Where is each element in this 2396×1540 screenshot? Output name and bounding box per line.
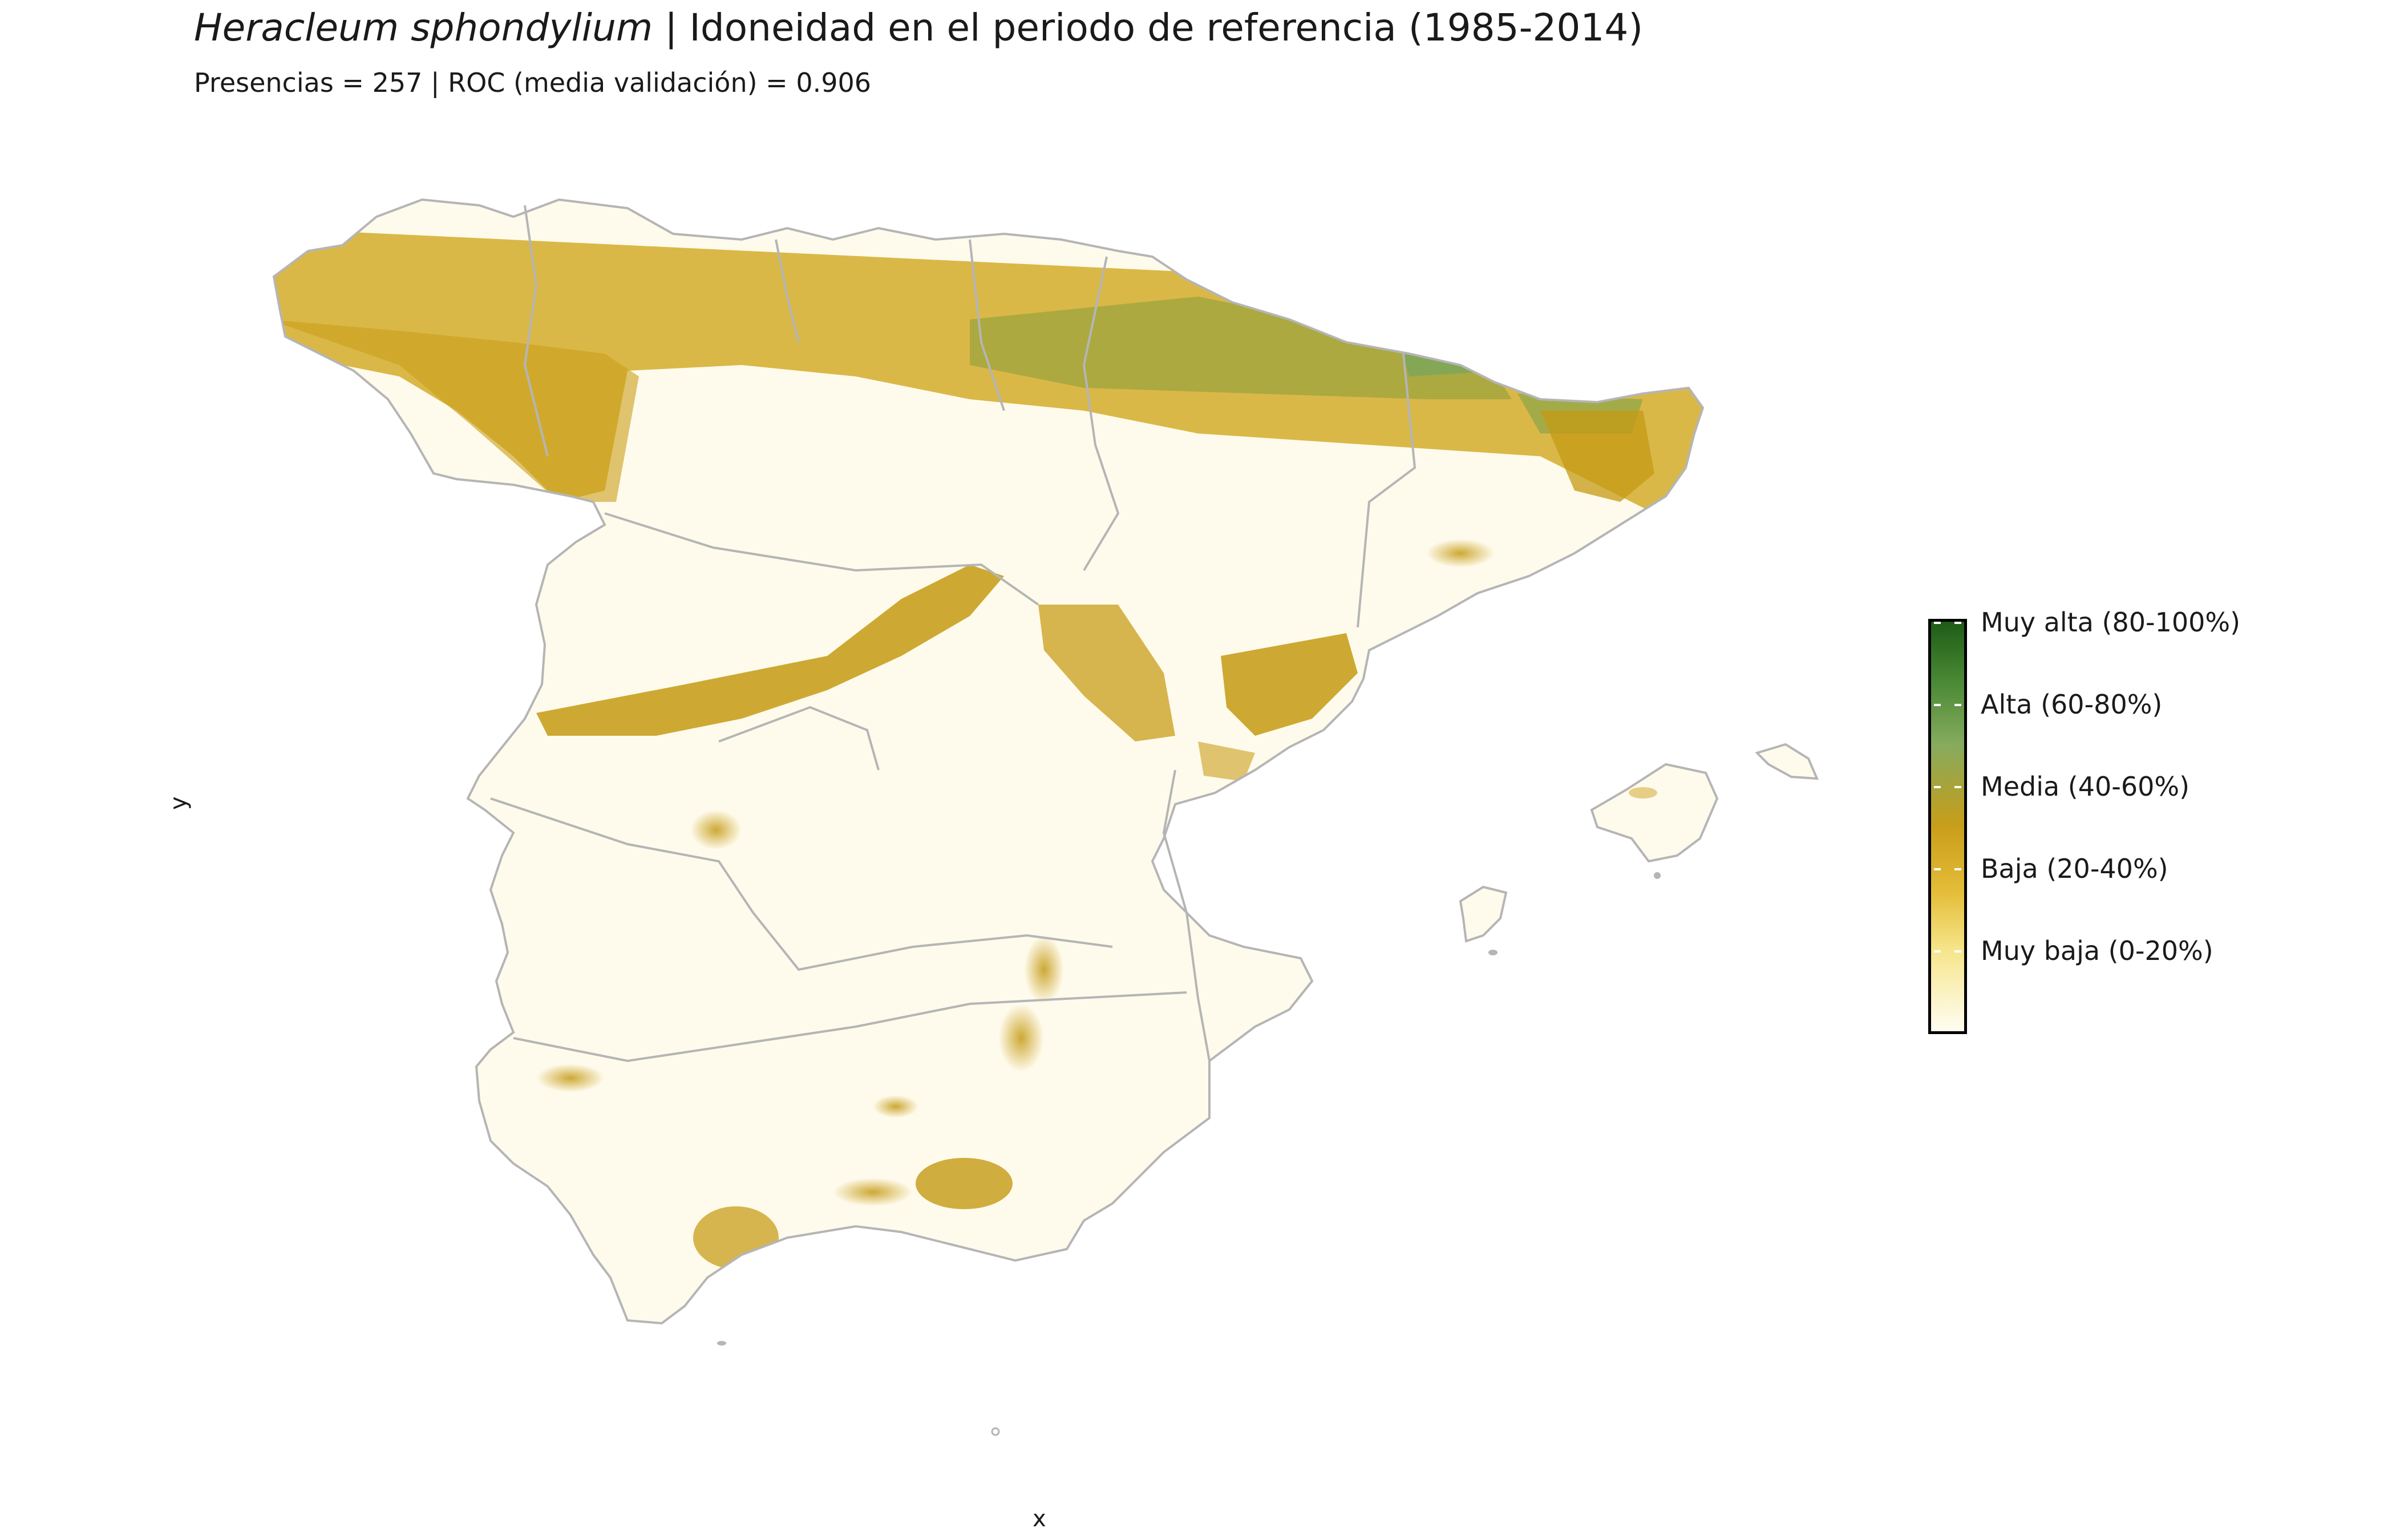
x-axis-label: x	[1033, 1506, 1046, 1532]
title-text: | Idoneidad en el periodo de referencia …	[653, 6, 1644, 50]
legend-tick	[1934, 950, 1941, 953]
map-title: Heracleum sphondylium | Idoneidad en el …	[194, 6, 1643, 50]
legend-item-media: Media (40-60%)	[1981, 771, 2190, 802]
legend-tick	[1934, 786, 1941, 788]
legend-tick	[1954, 868, 1961, 870]
legend-color-bar	[1928, 619, 1967, 1034]
legend-item-muy-baja: Muy baja (0-20%)	[1981, 935, 2213, 966]
legend-tick	[1934, 622, 1941, 624]
legend-tick	[1934, 704, 1941, 706]
islet	[717, 1341, 726, 1346]
legend-tick	[1954, 950, 1961, 953]
legend-tick	[1954, 622, 1961, 624]
region-borders	[490, 205, 1416, 1063]
map-subtitle: Presencias = 257 | ROC (media validación…	[194, 67, 872, 98]
legend-item-baja: Baja (20-40%)	[1981, 853, 2168, 884]
species-name: Heracleum sphondylium	[194, 6, 653, 50]
menorca-island	[1755, 743, 1819, 780]
islet	[991, 1427, 1000, 1436]
y-axis-label: y	[165, 796, 192, 810]
ibiza-island	[1459, 885, 1508, 943]
legend-tick	[1954, 786, 1961, 788]
legend-tick	[1954, 704, 1961, 706]
legend-tick	[1934, 868, 1941, 870]
legend-item-alta: Alta (60-80%)	[1981, 689, 2163, 720]
balearic-islands	[1459, 743, 1819, 955]
mallorca-island	[1590, 763, 1719, 863]
legend-item-muy-alta: Muy alta (80-100%)	[1981, 607, 2241, 638]
